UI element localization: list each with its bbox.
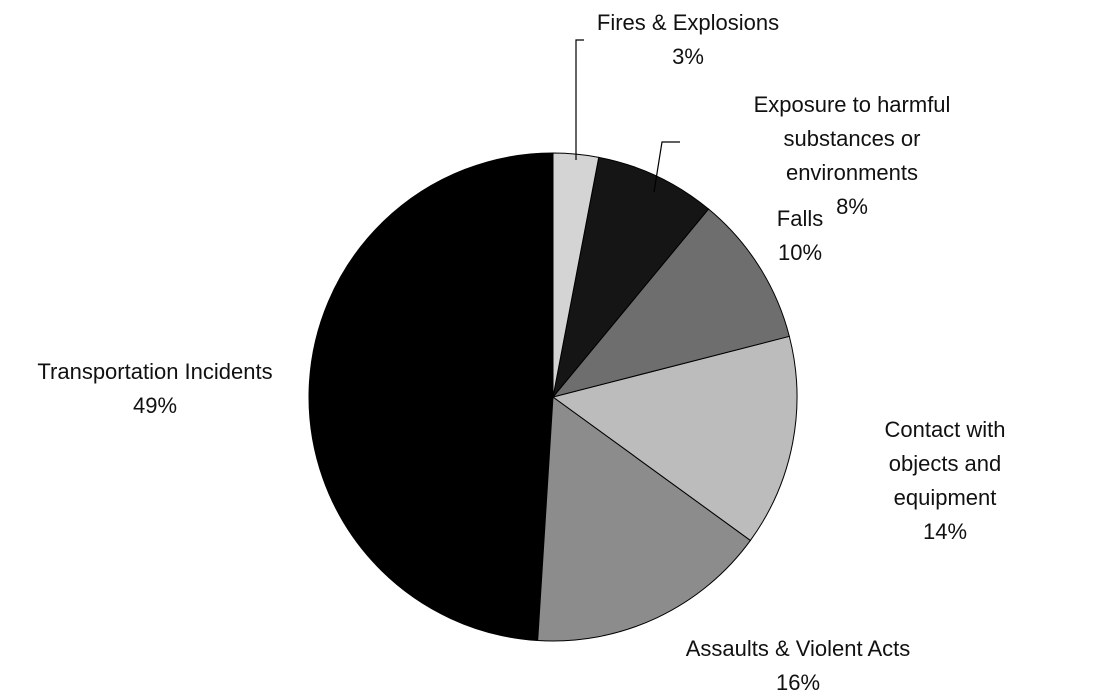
slice-label: Transportation Incidents 49% [37, 355, 272, 423]
pie-slice [551, 335, 798, 542]
category-label: Transportation Incidents [37, 359, 273, 384]
category-label: Falls [776, 206, 824, 231]
slice-label: Assaults & Violent Acts 16% [686, 632, 911, 696]
leader-line [653, 141, 680, 193]
leader-line [575, 39, 584, 160]
slice-label: Exposure to harmful substances or enviro… [729, 88, 975, 224]
slice-label: Fires & Explosions 3% [597, 6, 779, 74]
slice-label: Contact with objects and equipment 14% [869, 413, 1022, 549]
pie-slice [551, 208, 790, 398]
value-label: 16% [775, 670, 821, 695]
value-label: 10% [777, 240, 823, 265]
pie-slice [308, 152, 554, 642]
category-label: Fires & Explosions [596, 10, 780, 35]
category-label: Contact with objects and equipment [884, 417, 1006, 510]
slice-label: Falls 10% [777, 202, 823, 270]
pie-slice [537, 396, 752, 642]
value-label: 8% [836, 194, 868, 219]
value-label: 3% [672, 44, 704, 69]
value-label: 14% [922, 519, 968, 544]
value-label: 49% [132, 393, 178, 418]
category-label: Assaults & Violent Acts [685, 636, 911, 661]
category-label: Exposure to harmful substances or enviro… [753, 92, 951, 185]
